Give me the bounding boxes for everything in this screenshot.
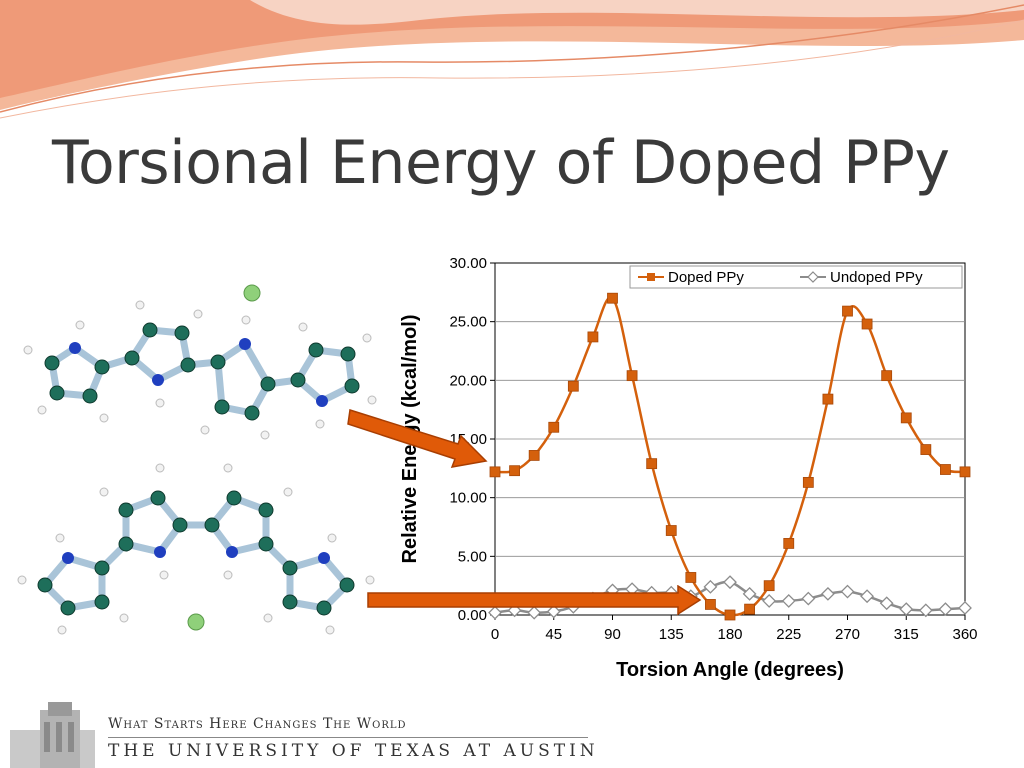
doped-ppy-molecule (23, 284, 377, 440)
legend-item: Doped PPy (638, 269, 744, 286)
legend-label: Undoped PPy (830, 269, 923, 286)
x-tick-label: 225 (776, 626, 801, 643)
data-point (705, 599, 716, 610)
legend-swatch-marker (647, 273, 655, 281)
data-point (959, 466, 971, 478)
data-point (685, 572, 697, 583)
data-point (607, 292, 618, 304)
slide-title: Torsional Energy of Doped PPy (52, 128, 950, 198)
footer-tagline: What Starts Here Changes The World (108, 716, 407, 732)
x-tick-label: 315 (894, 626, 919, 643)
x-tick-label: 270 (835, 626, 860, 643)
data-point (763, 580, 775, 592)
data-point (489, 466, 501, 478)
data-point (879, 596, 894, 611)
data-point (742, 586, 757, 601)
data-point (646, 458, 658, 470)
footer-divider (108, 737, 588, 738)
data-point (703, 579, 718, 594)
data-point (820, 586, 835, 601)
data-point (822, 393, 834, 405)
data-point (861, 318, 873, 330)
ut-tower-logo (10, 702, 95, 768)
data-point (920, 444, 932, 455)
x-tick-label: 135 (659, 626, 684, 643)
y-tick-label: 0.00 (458, 607, 487, 624)
y-tick-label: 20.00 (449, 372, 487, 389)
data-point (802, 477, 814, 488)
data-point (528, 450, 540, 461)
undoped-ppy-molecule (17, 463, 375, 635)
data-point (918, 603, 933, 618)
data-point (958, 601, 972, 615)
data-point (781, 594, 796, 608)
data-point (546, 604, 561, 619)
doped-ppy-series (489, 292, 971, 621)
data-point (567, 380, 579, 392)
data-point (488, 605, 502, 620)
legend: Doped PPy Undoped PPy (629, 265, 963, 289)
x-axis-ticks: 0 45 90 135 180 225 270 315 360 (491, 615, 978, 643)
data-point (860, 589, 875, 604)
legend-item: Undoped PPy (800, 269, 923, 286)
y-tick-label: 10.00 (449, 490, 487, 507)
arrow-to-undoped-curve (367, 585, 702, 616)
x-tick-label: 90 (604, 626, 621, 643)
y-tick-label: 30.00 (449, 255, 487, 272)
x-tick-label: 45 (545, 626, 562, 643)
data-point (724, 609, 736, 621)
molecule-models (17, 284, 377, 635)
data-point (548, 421, 560, 433)
data-point (744, 603, 755, 615)
y-tick-label: 25.00 (449, 314, 487, 331)
header-swoosh (0, 0, 1024, 119)
data-point (940, 464, 951, 475)
legend-label: Doped PPy (668, 269, 744, 286)
data-point (900, 412, 912, 424)
footer-bar (10, 702, 95, 768)
x-tick-label: 360 (952, 626, 977, 643)
x-axis-title: Torsion Angle (degrees) (616, 659, 844, 681)
arrow-to-doped-curve (347, 409, 488, 468)
footer-university-name: THE UNIVERSITY OF TEXAS AT AUSTIN (108, 741, 599, 761)
data-point (762, 594, 777, 608)
data-point (938, 602, 953, 617)
data-point (842, 305, 853, 317)
x-tick-label: 0 (491, 626, 499, 643)
data-point (840, 584, 855, 599)
data-point (783, 538, 795, 549)
legend-box (629, 265, 963, 289)
data-point (587, 331, 599, 343)
x-tick-label: 180 (717, 626, 742, 643)
legend-swatch-marker (807, 271, 819, 283)
data-point (626, 370, 638, 382)
data-point (527, 605, 542, 620)
y-tick-label: 5.00 (458, 548, 487, 565)
data-point (801, 591, 816, 606)
data-point (899, 602, 914, 617)
data-point (665, 525, 677, 536)
data-point (881, 370, 893, 382)
data-point (723, 575, 737, 590)
data-point (509, 465, 520, 477)
